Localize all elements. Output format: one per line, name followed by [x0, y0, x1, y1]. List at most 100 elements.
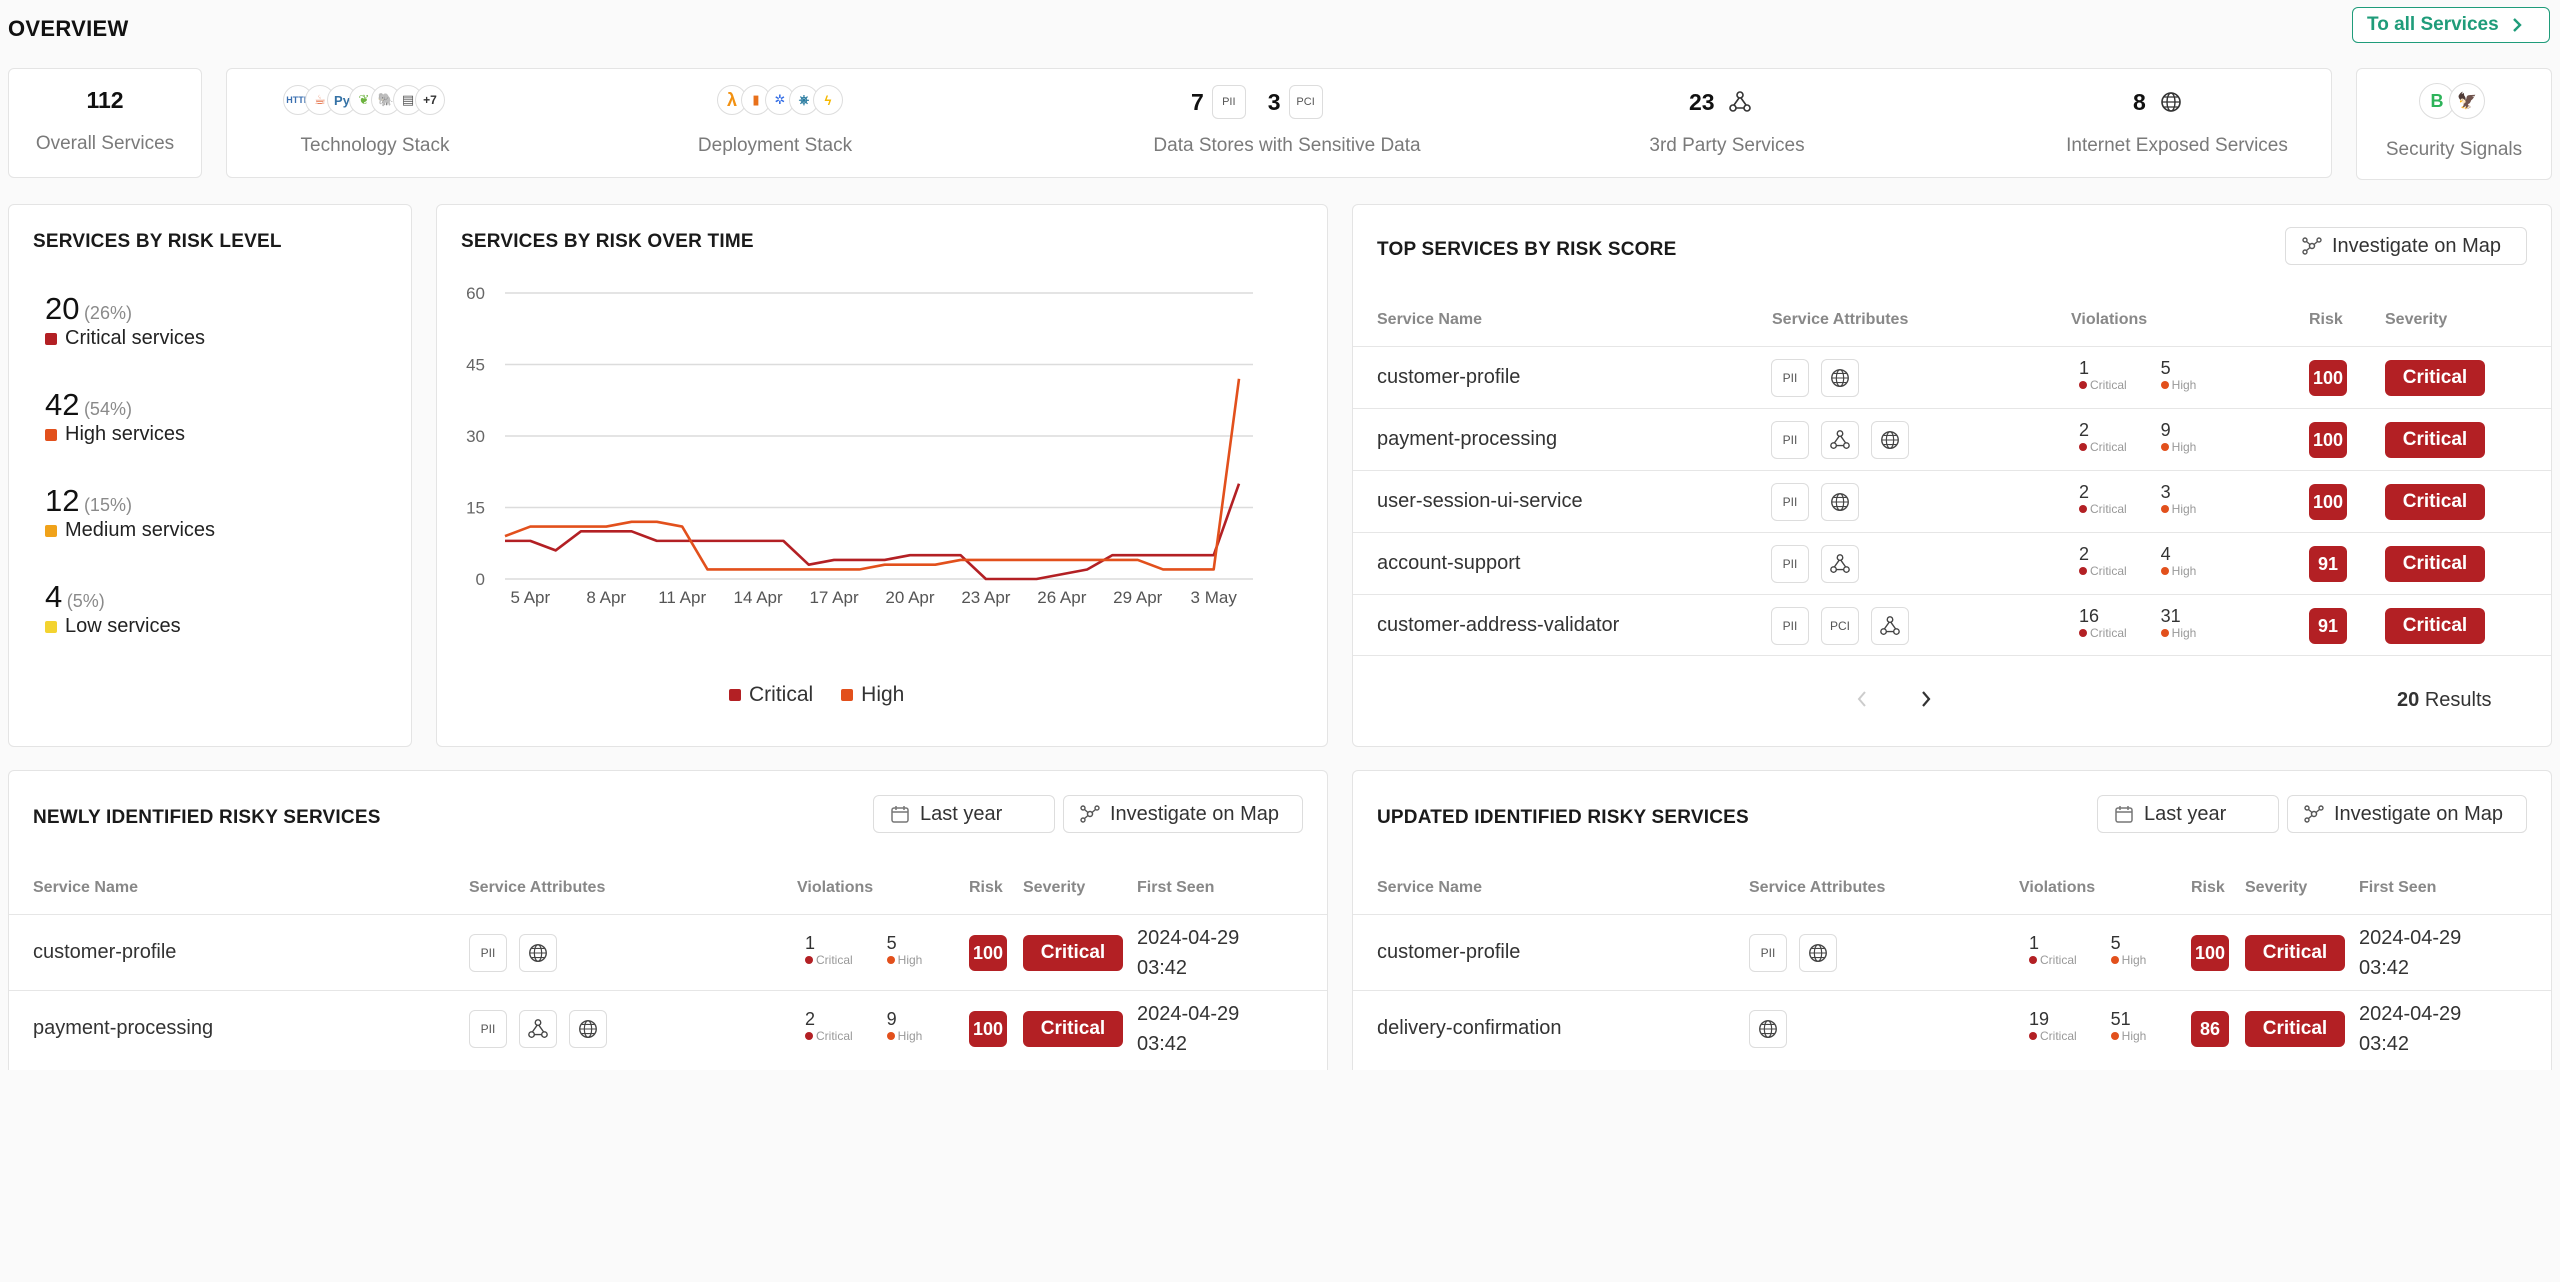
internet-exposed-count-group: 8	[2133, 85, 2188, 119]
high-pct: (54%)	[83, 399, 132, 419]
service-attributes: PII	[469, 934, 557, 972]
critical-violations: 16 Critical	[2079, 606, 2127, 640]
updated-title: UPDATED IDENTIFIED RISKY SERVICES	[1377, 807, 1749, 828]
newly-identified-card: NEWLY IDENTIFIED RISKY SERVICES Last yea…	[8, 770, 1328, 1070]
legend-high[interactable]: High	[841, 683, 904, 707]
service-name[interactable]: customer-profile	[1377, 366, 1521, 388]
table-row[interactable]: user-session-ui-service PII 2 Critical 3 High…	[1353, 470, 2551, 532]
service-name[interactable]: delivery-confirmation	[1377, 1017, 1562, 1039]
third-party-count: 23	[1689, 88, 1715, 115]
col-severity: Severity	[1023, 879, 1086, 896]
prev-page-icon[interactable]	[1855, 689, 1869, 709]
critical-violations-label: Critical	[805, 1029, 853, 1043]
high-violations-label: High	[2160, 440, 2196, 454]
technology-stack-icons: HTTP ☕ Py ❦ 🐘 ▤ +7	[283, 85, 445, 115]
risk-level-card: SERVICES BY RISK LEVEL 20 (26%) Critical…	[8, 204, 412, 747]
table-row[interactable]: customer-profile PII 1 Critical 5 High 100 Crit…	[9, 914, 1327, 990]
x-tick-label: 20 Apr	[885, 588, 934, 607]
table-row[interactable]: customer-address-validator PII PCI 16 Critic…	[1353, 594, 2551, 656]
table-row[interactable]: delivery-confirmation 19 Critical 51 High 86 C…	[1353, 990, 2551, 1066]
pii-tag: PII	[1771, 483, 1809, 521]
calendar-icon	[891, 806, 909, 823]
service-name[interactable]: customer-profile	[33, 941, 177, 963]
high-violations-label: High	[2110, 1029, 2146, 1043]
high-violations-count: 31	[2160, 606, 2181, 626]
first-seen-date: 2024-04-29	[2359, 927, 2462, 949]
table-row[interactable]: account-support PII 2 Critical 4 High 91 Critic…	[1353, 532, 2551, 594]
high-violations: 31 High	[2160, 606, 2196, 640]
risk-over-time-chart: 0 15 30 45 60 5 Apr 8 Apr 11 Apr 14 Apr 17 Apr 20 …	[466, 284, 1253, 607]
security-signals-label: Security Signals	[2385, 139, 2523, 160]
pci-store-count: 3	[1267, 88, 1281, 115]
low-label: Low services	[65, 615, 181, 637]
violations: 1 Critical 5 High	[2029, 933, 2146, 967]
results-number: 20	[2397, 689, 2420, 711]
newly-investigate-map-button[interactable]: Investigate on Map	[1063, 795, 1303, 833]
table-row[interactable]: customer-profile PII 1 Critical 5 High 100 Crit…	[1353, 914, 2551, 990]
severity-badge: Critical	[2385, 546, 2485, 582]
first-seen-time: 03:42	[1137, 957, 1188, 979]
x-tick-label: 5 Apr	[510, 588, 550, 607]
bitdefender-icon: B	[2419, 83, 2455, 119]
third-party-label: 3rd Party Services	[1649, 135, 1805, 156]
pii-tag: PII	[469, 934, 507, 972]
newly-date-filter[interactable]: Last year	[873, 795, 1055, 833]
next-page-icon[interactable]	[1919, 689, 1933, 709]
high-violations-count: 3	[2160, 482, 2171, 502]
service-name[interactable]: customer-profile	[1377, 941, 1521, 963]
legend-critical[interactable]: Critical	[729, 683, 813, 707]
high-violations-label: High	[2110, 953, 2146, 967]
service-name[interactable]: user-session-ui-service	[1377, 490, 1583, 512]
high-violations-text: High	[897, 953, 923, 967]
x-tick-label: 8 Apr	[586, 588, 626, 607]
critical-violations-text: Critical	[2090, 564, 2127, 578]
severity-badge: Critical	[1023, 935, 1123, 971]
top-investigate-map-button[interactable]: Investigate on Map	[2285, 227, 2527, 265]
critical-violations: 2 Critical	[2079, 482, 2127, 516]
high-violations-label: High	[886, 953, 923, 967]
high-violations-label: High	[2160, 378, 2197, 392]
to-all-services-button[interactable]: To all Services	[2352, 7, 2550, 43]
col-service-name: Service Name	[33, 879, 138, 896]
updated-investigate-map-label: Investigate on Map	[2334, 802, 2503, 825]
top-services-title: TOP SERVICES BY RISK SCORE	[1377, 239, 1677, 260]
service-name[interactable]: payment-processing	[33, 1017, 214, 1039]
risk-level-high: 42 (54%) High services	[45, 387, 215, 483]
high-violations-count: 9	[886, 1009, 897, 1029]
table-footer-divider	[1353, 655, 2551, 656]
col-first-seen: First Seen	[1137, 879, 1215, 896]
risk-level-title: SERVICES BY RISK LEVEL	[33, 231, 282, 252]
updated-investigate-map-button[interactable]: Investigate on Map	[2287, 795, 2527, 833]
col-severity: Severity	[2385, 311, 2448, 328]
security-signals-card[interactable]: B 🦅 Security Signals	[2356, 68, 2552, 180]
data-stores-label: Data Stores with Sensitive Data	[1153, 135, 1421, 156]
violations: 2 Critical 3 High	[2079, 482, 2196, 516]
stack-summary-card: HTTP ☕ Py ❦ 🐘 ▤ +7 Technology Stack λ ▮ …	[226, 68, 2332, 178]
table-row[interactable]: payment-processing PII 2 Critical 9 High 100 Cr…	[1353, 408, 2551, 470]
service-name[interactable]: customer-address-validator	[1377, 614, 1620, 636]
critical-violations-text: Critical	[2090, 626, 2127, 640]
col-violations: Violations	[2019, 879, 2096, 896]
col-service-attrs: Service Attributes	[1749, 879, 1886, 896]
high-violations: 9 High	[2160, 420, 2196, 454]
table-row[interactable]: customer-profile PII 1 Critical 5 High 100 Crit…	[1353, 346, 2551, 408]
y-tick-label: 30	[466, 427, 485, 446]
serverless-icon: ϟ	[813, 85, 843, 115]
col-violations: Violations	[2071, 311, 2148, 328]
service-name[interactable]: payment-processing	[1377, 428, 1558, 450]
high-violations-text: High	[2171, 378, 2197, 392]
risk-level-list: 20 (26%) Critical services 42 (54%) High…	[45, 291, 215, 675]
newly-date-label: Last year	[920, 802, 1003, 825]
updated-date-filter[interactable]: Last year	[2097, 795, 2279, 833]
results-label: Results	[2424, 689, 2492, 711]
service-attributes: PII PCI	[1771, 607, 1909, 645]
critical-violations-label: Critical	[2079, 564, 2127, 578]
critical-swatch	[45, 332, 57, 345]
violations: 1 Critical 5 High	[805, 933, 922, 967]
critical-violations-label: Critical	[2079, 626, 2127, 640]
service-name[interactable]: account-support	[1377, 552, 1521, 574]
high-label: High services	[65, 423, 186, 445]
table-row[interactable]: payment-processing PII 2 Critical 9 High 100 Cr…	[9, 990, 1327, 1066]
risk-score-badge: 91	[2309, 546, 2347, 582]
service-attributes: PII	[1771, 483, 1859, 521]
